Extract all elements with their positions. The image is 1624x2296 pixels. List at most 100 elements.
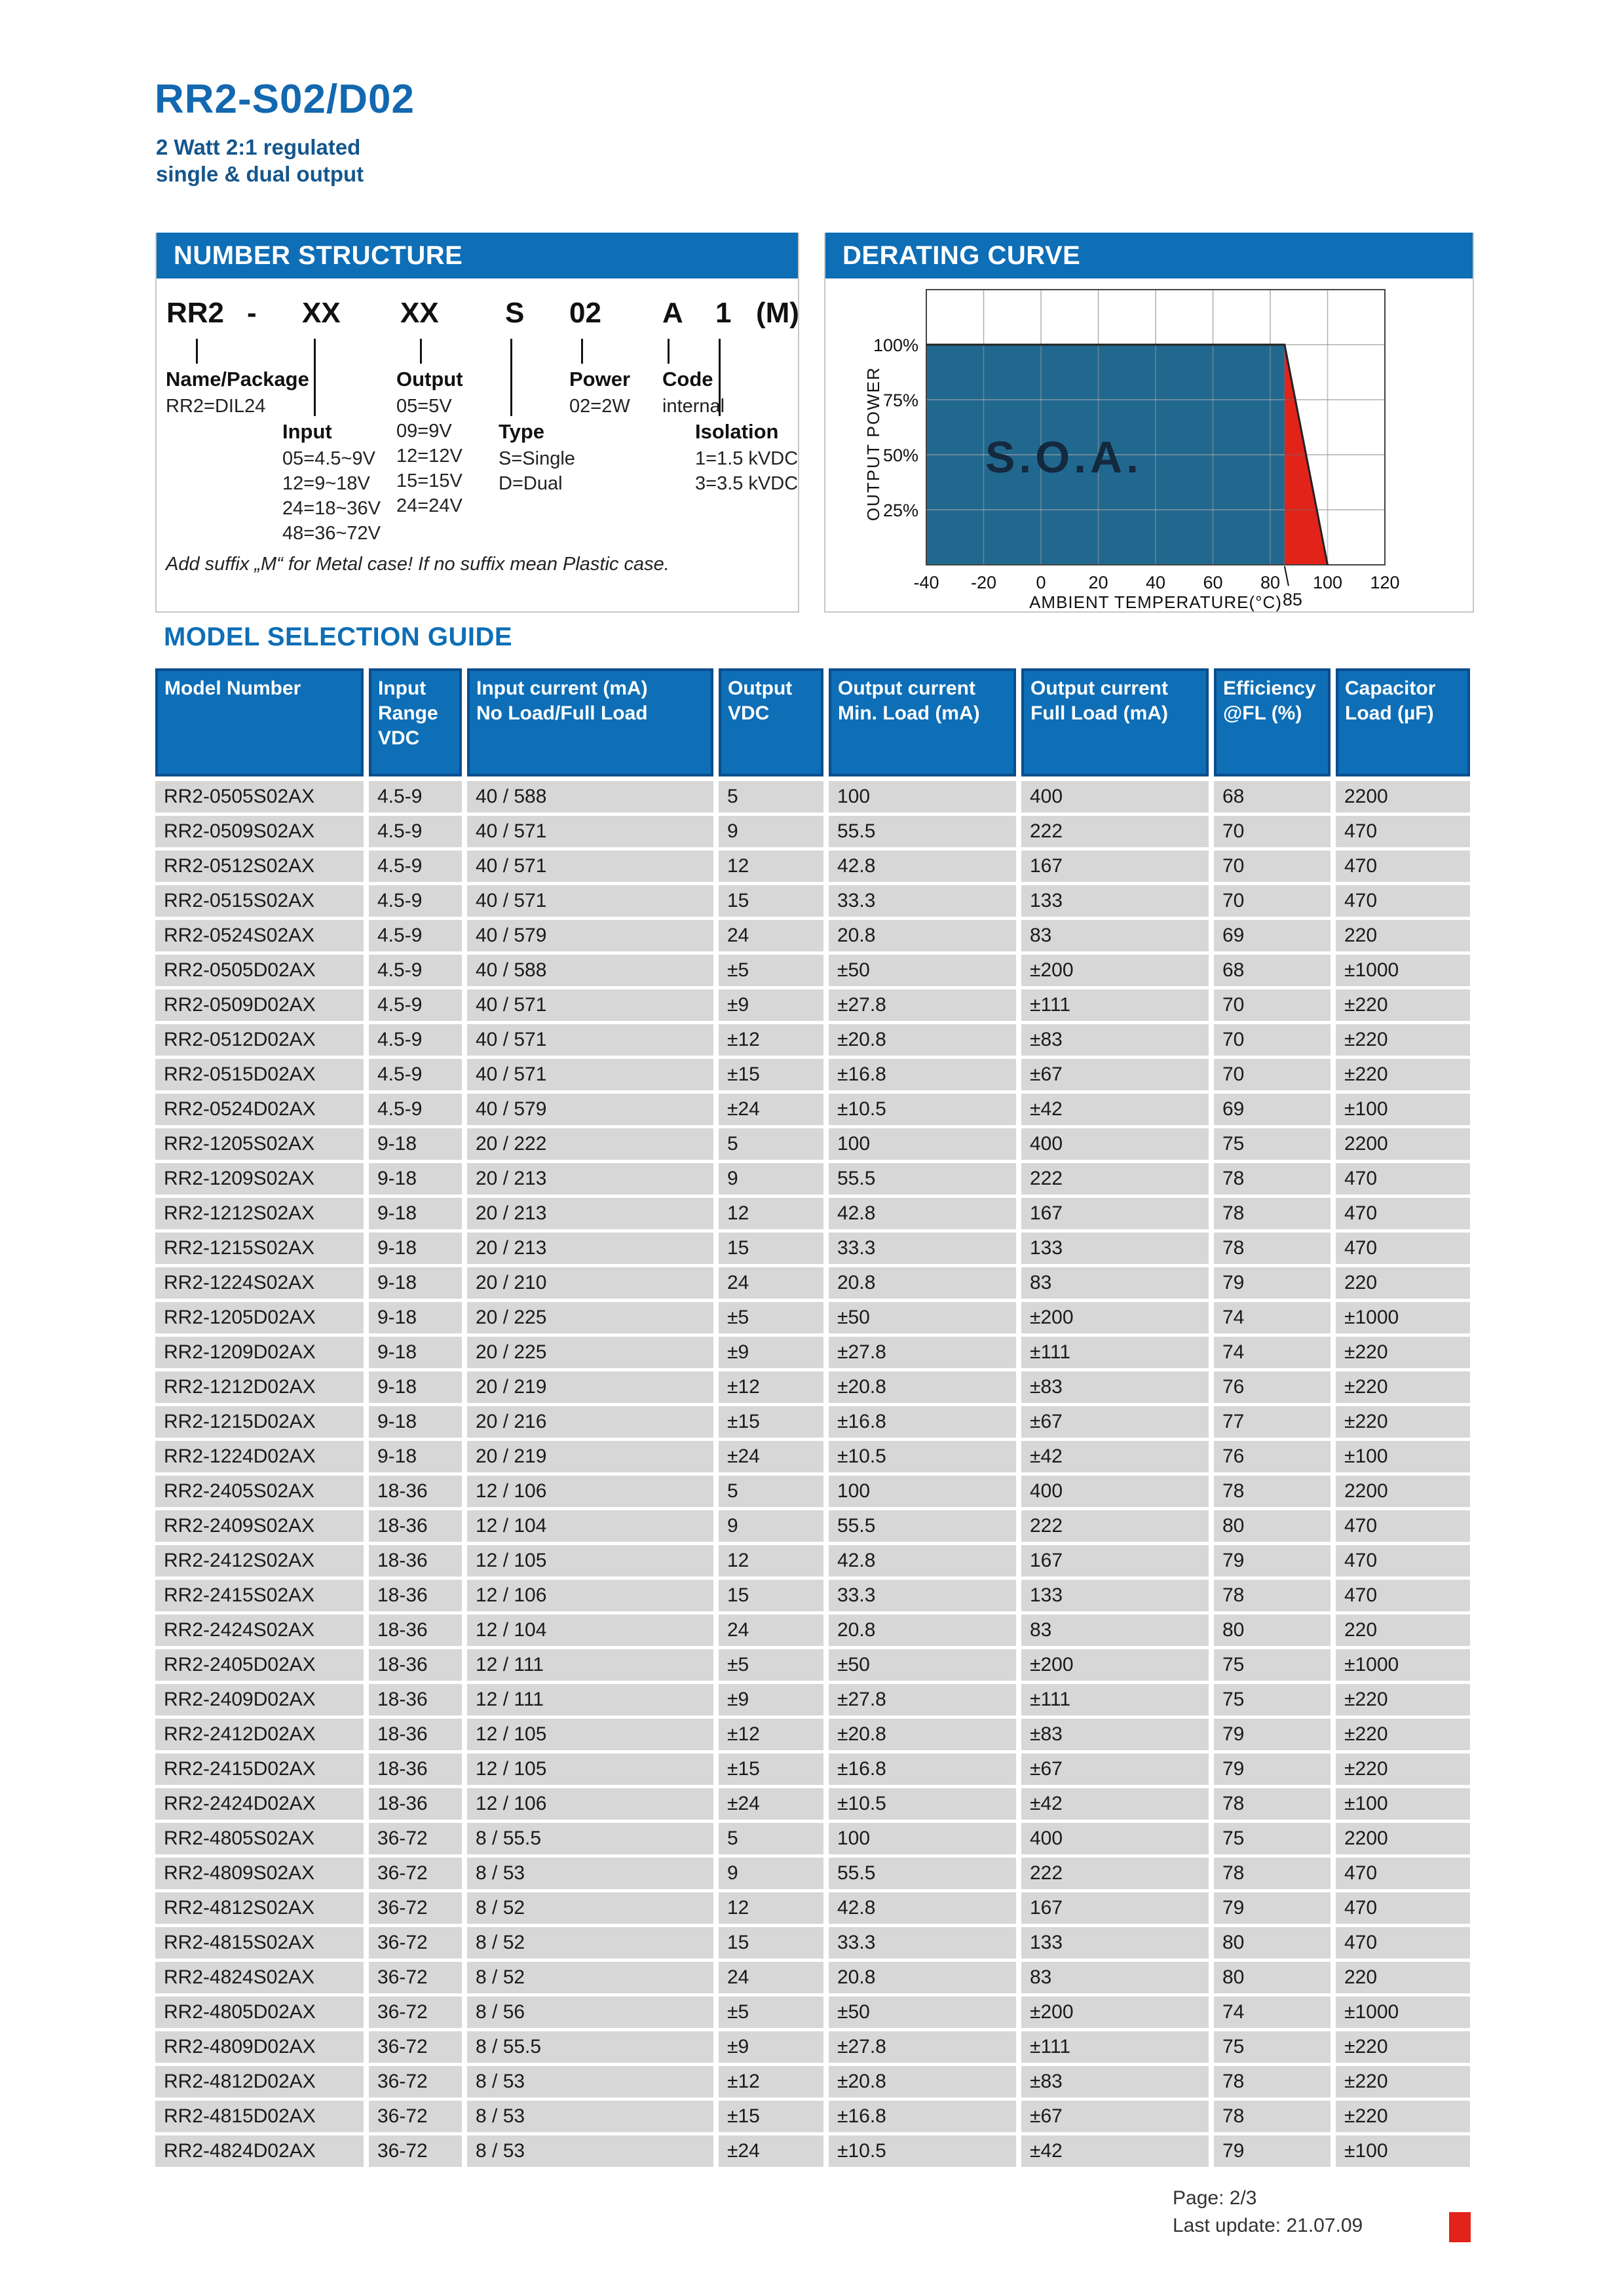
table-cell: ±220 [1336,1337,1470,1368]
table-cell: 4.5-9 [369,955,462,986]
table-cell: 470 [1336,1580,1470,1611]
table-cell: 68 [1214,781,1331,813]
table-cell: 12 [719,1545,823,1577]
table-cell: RR2-4815D02AX [155,2101,364,2132]
table-cell: 80 [1214,1615,1331,1646]
table-cell: ±5 [719,1649,823,1681]
table-cell: 5 [719,1823,823,1854]
table-cell: 33.3 [829,1233,1016,1264]
x-axis-label: AMBIENT TEMPERATURE(°C) [1029,592,1282,611]
table-cell: RR2-4805S02AX [155,1823,364,1854]
table-row: RR2-1209S02AX 9-18 20 / 213 9 55.5 222 78 470 [155,1163,1474,1195]
table-cell: 12 / 105 [467,1545,713,1577]
table-cell: 470 [1336,1198,1470,1229]
table-cell: 470 [1336,1892,1470,1924]
table-cell: ±83 [1021,1719,1209,1750]
table-cell: 12 / 105 [467,1753,713,1785]
group-item: 12=9~18V [282,473,370,494]
table-cell: 20.8 [829,920,1016,951]
table-cell: 18-36 [369,1684,462,1715]
table-cell: 20.8 [829,1962,1016,1993]
header-cell: Output current Min. Load (mA) [829,668,1016,776]
page-subtitle: 2 Watt 2:1 regulated single & dual outpu… [156,135,364,186]
table-cell: ±20.8 [829,1371,1016,1403]
table-cell: 220 [1336,920,1470,951]
table-cell: 83 [1021,1615,1209,1646]
table-row: RR2-1212D02AX 9-18 20 / 219 ±12 ±20.8 ±83 76 ±2… [155,1371,1474,1403]
table-cell: 4.5-9 [369,781,462,813]
part-code-token: RR2 [166,297,225,329]
table-cell: RR2-2412D02AX [155,1719,364,1750]
table-cell: ±42 [1021,1094,1209,1125]
header-cell: Input current (mA) No Load/Full Load [467,668,713,776]
x-tick-label: -40 [913,573,939,592]
table-cell: 78 [1214,1580,1331,1611]
table-cell: 79 [1214,2135,1331,2167]
group-item: RR2=DIL24 [166,396,266,417]
table-cell: 74 [1214,1302,1331,1333]
y-axis-label: OUTPUT POWER [867,366,883,521]
table-cell: 79 [1214,1892,1331,1924]
x-tick-label: 20 [1088,573,1108,592]
x-tick-label: 0 [1036,573,1046,592]
table-cell: 75 [1214,1684,1331,1715]
table-cell: 12 / 106 [467,1476,713,1507]
table-cell: 9 [719,1510,823,1542]
table-cell: RR2-0505D02AX [155,955,364,986]
table-row: RR2-2424D02AX 18-36 12 / 106 ±24 ±10.5 ±42 78 ±… [155,1788,1474,1820]
table-cell: 40 / 588 [467,955,713,986]
table-cell: ±50 [829,1302,1016,1333]
table-cell: ±220 [1336,2066,1470,2097]
footer-last-update: Last update: 21.07.09 [1173,2215,1363,2236]
table-cell: RR2-2409S02AX [155,1510,364,1542]
table-cell: ±111 [1021,989,1209,1021]
table-cell: 4.5-9 [369,1024,462,1056]
table-cell: RR2-1205S02AX [155,1128,364,1160]
group-items-type: S=Single D=Dual [499,446,575,496]
table-cell: 40 / 571 [467,816,713,847]
table-cell: ±16.8 [829,1753,1016,1785]
table-cell: 78 [1214,2066,1331,2097]
table-cell: 42.8 [829,1545,1016,1577]
table-cell: RR2-2424S02AX [155,1615,364,1646]
group-item: 48=36~72V [282,523,381,544]
table-cell: RR2-1215S02AX [155,1233,364,1264]
table-cell: ±67 [1021,1059,1209,1090]
table-cell: RR2-4809D02AX [155,2031,364,2063]
table-cell: 12 [719,851,823,882]
table-cell: ±220 [1336,2031,1470,2063]
table-cell: 15 [719,1927,823,1959]
table-cell: 12 [719,1892,823,1924]
header-cell: Output VDC [719,668,823,776]
table-cell: 78 [1214,1233,1331,1264]
group-label-isolation: Isolation [695,420,779,443]
table-cell: ±100 [1336,1441,1470,1472]
table-cell: ±1000 [1336,1997,1470,2028]
table-cell: ±100 [1336,1788,1470,1820]
table-cell: RR2-0515S02AX [155,885,364,917]
derating-line [926,343,1329,565]
table-cell: 12 / 104 [467,1615,713,1646]
table-cell: 74 [1214,1997,1331,2028]
table-cell: 79 [1214,1545,1331,1577]
table-cell: ±15 [719,2101,823,2132]
group-item: 3=3.5 kVDC [695,473,799,494]
group-label-output: Output [396,368,463,391]
table-cell: 20 / 225 [467,1302,713,1333]
table-cell: ±1000 [1336,955,1470,986]
table-cell: 24 [719,1267,823,1299]
table-cell: 36-72 [369,1962,462,1993]
table-cell: 79 [1214,1719,1331,1750]
table-cell: 9 [719,816,823,847]
table-row: RR2-4812D02AX 36-72 8 / 53 ±12 ±20.8 ±83 78 ±22… [155,2066,1474,2097]
table-cell: 20 / 213 [467,1233,713,1264]
table-cell: ±220 [1336,1371,1470,1403]
table-cell: RR2-0512D02AX [155,1024,364,1056]
table-row: RR2-2424S02AX 18-36 12 / 104 24 20.8 83 80 220 [155,1615,1474,1646]
x-tick-label: 60 [1203,573,1222,592]
table-cell: 9-18 [369,1233,462,1264]
metal-case-note: Add suffix „M“ for Metal case! If no suf… [166,554,670,575]
table-cell: ±20.8 [829,2066,1016,2097]
table-cell: RR2-0509D02AX [155,989,364,1021]
table-cell: 33.3 [829,1580,1016,1611]
